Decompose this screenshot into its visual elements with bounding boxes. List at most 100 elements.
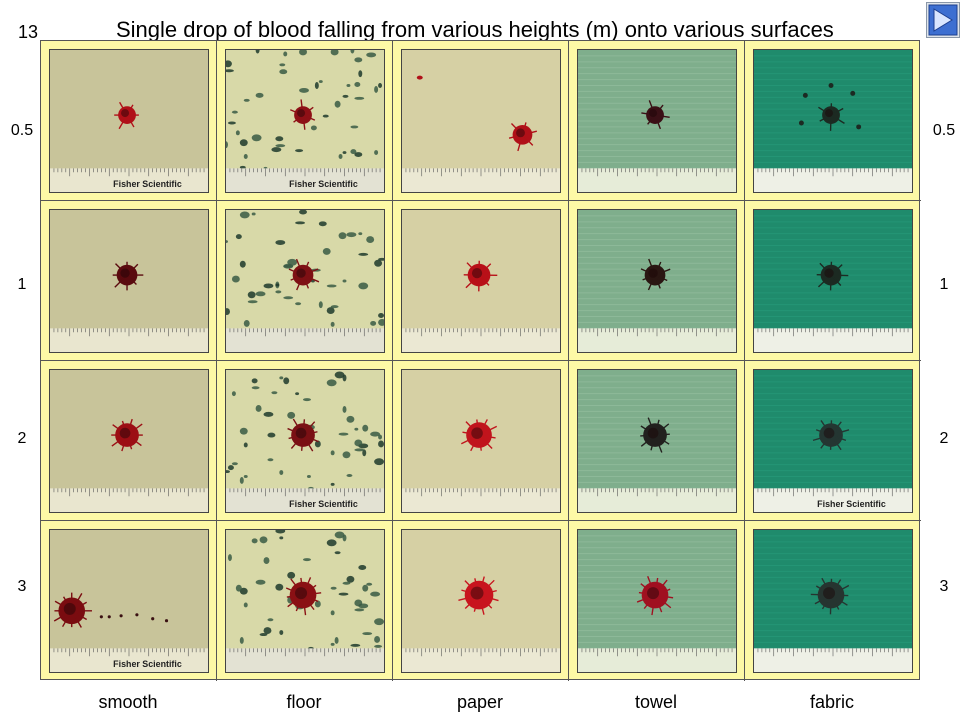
ruler-label: Fisher Scientific [113, 179, 182, 189]
grid-cell [745, 201, 921, 361]
photo-svg [578, 50, 736, 192]
blood-drop-photo [753, 49, 913, 193]
blood-drop-photo [401, 49, 561, 193]
blood-drop-photo: Fisher Scientific [753, 369, 913, 513]
photo-svg [402, 530, 560, 672]
grid-cell [569, 41, 745, 201]
blood-stain [640, 417, 670, 453]
blood-drop-photo [401, 369, 561, 513]
ruler-label: Fisher Scientific [817, 499, 886, 509]
blood-drop-photo [225, 529, 385, 673]
grid-cell [569, 201, 745, 361]
blood-drop-photo [49, 369, 209, 513]
blood-stain [114, 101, 139, 130]
photo-svg: Fisher Scientific [50, 50, 208, 192]
blood-drop-photo: Fisher Scientific [225, 369, 385, 513]
blood-stain [463, 260, 498, 292]
slide-number: 13 [18, 22, 39, 42]
photo-svg [402, 210, 560, 352]
blood-stain [641, 100, 670, 130]
grid-cell [41, 201, 217, 361]
height-label-left: 1 [17, 276, 27, 293]
photo-svg [226, 530, 384, 672]
ruler-label: Fisher Scientific [289, 179, 358, 189]
height-label-left: 2 [17, 430, 27, 447]
blood-stain [111, 418, 143, 452]
photo-svg [226, 210, 384, 352]
blood-stain [460, 419, 498, 452]
surface-label: towel [634, 692, 678, 712]
height-label-right: 0.5 [932, 122, 956, 139]
height-label-left: 0.5 [10, 122, 34, 139]
photo-svg: Fisher Scientific [226, 50, 384, 192]
photo-svg [402, 50, 560, 192]
blood-drop-photo: Fisher Scientific [49, 529, 209, 673]
grid-cell [393, 361, 569, 521]
ruler-label: Fisher Scientific [289, 499, 358, 509]
blood-drop-photo: Fisher Scientific [225, 49, 385, 193]
blood-stain [812, 420, 850, 451]
image-grid: Fisher Scientific Fisher Scientific Fisher… [40, 40, 921, 681]
photo-svg [754, 210, 912, 352]
blood-drop-photo [401, 529, 561, 673]
blood-stain [112, 261, 144, 291]
blood-stain [53, 592, 169, 628]
height-label-left: 3 [17, 578, 27, 595]
grid-cell [569, 361, 745, 521]
blood-drop-photo [577, 209, 737, 353]
grid-cell [217, 201, 393, 361]
photo-svg [578, 210, 736, 352]
surface-label: fabric [809, 692, 854, 712]
blood-drop-photo [225, 209, 385, 353]
photo-svg: Fisher Scientific [754, 370, 912, 512]
photo-svg: Fisher Scientific [226, 370, 384, 512]
grid-cell [745, 521, 921, 681]
photo-svg [578, 370, 736, 512]
blood-stain [290, 99, 316, 130]
photo-svg: Fisher Scientific [50, 530, 208, 672]
photo-svg [402, 370, 560, 512]
blood-stain [287, 418, 319, 452]
blood-stain [285, 577, 322, 616]
blood-stain [458, 576, 499, 615]
blood-stain [798, 83, 862, 131]
height-label-right: 2 [939, 430, 949, 447]
surface-label: floor [286, 692, 322, 712]
photo-svg [50, 370, 208, 512]
photo-svg [50, 210, 208, 352]
blood-stain [816, 261, 849, 291]
blood-drop-photo: Fisher Scientific [49, 49, 209, 193]
next-slide-button[interactable] [926, 2, 960, 38]
grid-cell [393, 41, 569, 201]
blood-drop-photo [753, 529, 913, 673]
grid-cell: Fisher Scientific [745, 361, 921, 521]
grid-cell: Fisher Scientific [41, 41, 217, 201]
blood-stain [810, 577, 850, 615]
blood-stain [416, 75, 538, 152]
grid-cell: Fisher Scientific [217, 361, 393, 521]
grid-cell [569, 521, 745, 681]
grid-cell [217, 521, 393, 681]
slide-title: Single drop of blood falling from variou… [116, 17, 834, 42]
grid-cell [745, 41, 921, 201]
blood-drop-photo [577, 529, 737, 673]
next-slide-icon [928, 4, 958, 36]
photo-svg [578, 530, 736, 672]
surface-label: smooth [98, 692, 158, 712]
blood-drop-photo [49, 209, 209, 353]
blood-drop-photo [401, 209, 561, 353]
grid-cell: Fisher Scientific [41, 521, 217, 681]
blood-drop-photo [753, 209, 913, 353]
blood-stain [640, 258, 671, 291]
grid-cell [393, 521, 569, 681]
height-label-right: 3 [939, 578, 949, 595]
ruler-label: Fisher Scientific [113, 659, 182, 669]
grid-cell [393, 201, 569, 361]
photo-svg [754, 530, 912, 672]
grid-cell [41, 361, 217, 521]
blood-drop-photo [577, 49, 737, 193]
blood-drop-photo [577, 369, 737, 513]
height-label-right: 1 [939, 276, 949, 293]
grid-cell: Fisher Scientific [217, 41, 393, 201]
photo-svg [754, 50, 912, 192]
